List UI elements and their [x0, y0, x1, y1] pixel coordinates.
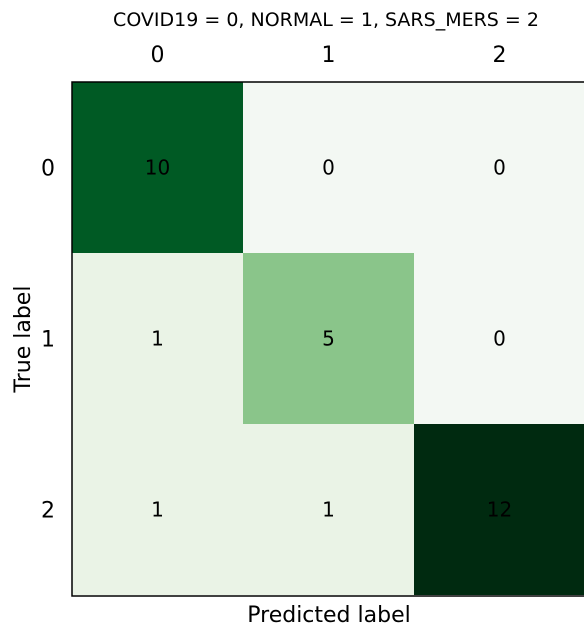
- heatmap-cell-r1-c0: [72, 253, 243, 424]
- x-tick-label-2: 2: [493, 43, 507, 68]
- heatmap-cell-r1-c1: [243, 253, 414, 424]
- heatmap-cell-r0-c1: [243, 82, 414, 253]
- heatmap-cells: [72, 82, 584, 595]
- cell-value-r2-c2: 12: [487, 498, 512, 522]
- y-tick-label-2: 2: [41, 499, 55, 524]
- y-tick-label-1: 1: [41, 328, 55, 353]
- cell-value-r1-c0: 1: [151, 327, 164, 351]
- cell-value-labels: 10 0 0 1 5 0 1 1 12: [145, 156, 512, 522]
- heatmap-cell-r2-c0: [72, 424, 243, 595]
- cell-value-r1-c2: 0: [493, 327, 506, 351]
- cell-value-r0-c2: 0: [493, 156, 506, 180]
- cell-value-r2-c0: 1: [151, 498, 164, 522]
- y-tick-labels: 0 1 2: [41, 157, 55, 524]
- heatmap-cell-r1-c2: [414, 253, 584, 424]
- y-tick-label-0: 0: [41, 157, 55, 182]
- plot-frame: [71, 81, 584, 597]
- cell-value-r0-c1: 0: [322, 156, 335, 180]
- cell-value-r1-c1: 5: [322, 327, 335, 351]
- heatmap-cell-r0-c2: [414, 82, 584, 253]
- cell-value-r2-c1: 1: [322, 498, 335, 522]
- x-tick-label-0: 0: [151, 43, 165, 68]
- x-tick-label-1: 1: [322, 43, 336, 68]
- y-axis-label: True label: [11, 286, 36, 394]
- heatmap-cell-r0-c0: [72, 82, 243, 253]
- chart-title: COVID19 = 0, NORMAL = 1, SARS_MERS = 2: [113, 9, 539, 31]
- heatmap-cell-r2-c2: [414, 424, 584, 595]
- x-axis-label: Predicted label: [247, 603, 410, 626]
- x-tick-labels: 0 1 2: [151, 43, 507, 68]
- heatmap-cell-r2-c1: [243, 424, 414, 595]
- cell-value-r0-c0: 10: [145, 156, 170, 180]
